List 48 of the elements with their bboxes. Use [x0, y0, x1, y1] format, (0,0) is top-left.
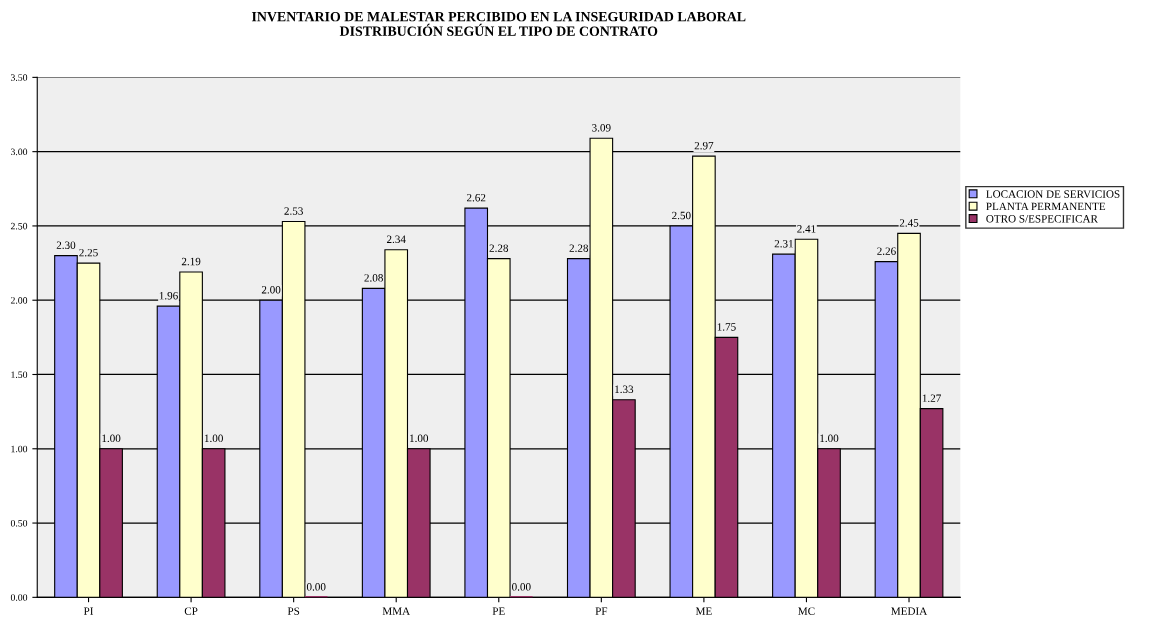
y-tick-label: 0.50: [10, 519, 28, 527]
x-tick-label: ME: [695, 607, 712, 615]
x-tick-label: MEDIA: [891, 607, 928, 615]
data-label: 1.96: [159, 291, 178, 300]
data-label: 2.08: [364, 274, 383, 282]
data-label: 0.00: [306, 583, 326, 591]
x-tick-label: PE: [492, 607, 505, 615]
data-label: 2.19: [181, 257, 201, 266]
data-label: 1.27: [922, 394, 941, 402]
data-label: 2.00: [261, 286, 281, 294]
x-tick-label: PI: [83, 607, 94, 615]
data-label: 1.00: [820, 434, 839, 443]
data-label: 1.00: [410, 434, 429, 443]
chart-title: INVENTARIO DE MALESTAR PERCIBIDO EN LA INSEGURIDAD LABORAL DISTRIBUCIÓN SEGÚN EL TIPO DE CONTRATO: [251, 11, 746, 36]
data-label: 2.34: [386, 235, 406, 244]
x-tick-label: MC: [798, 607, 815, 615]
data-label: 2.45: [899, 219, 919, 227]
data-label: 2.30: [56, 241, 76, 249]
data-label: 2.25: [79, 248, 98, 257]
data-label: 1.33: [615, 385, 634, 394]
data-label: 2.62: [466, 193, 486, 202]
y-tick-label: 2.50: [10, 222, 28, 230]
data-label: 2.31: [774, 239, 793, 248]
data-label: 0.00: [512, 583, 531, 591]
y-tick-label: 0.00: [10, 594, 28, 601]
y-tick-label: 2.00: [10, 297, 28, 304]
data-label: 1.00: [204, 434, 223, 443]
data-label: 2.28: [489, 244, 509, 252]
data-label: 2.53: [284, 207, 303, 215]
data-label: 2.50: [672, 211, 691, 220]
data-label: 2.41: [797, 225, 816, 233]
data-label: 1.00: [102, 434, 121, 443]
legend-label: OTRO S/ESPECIFICAR: [986, 215, 1098, 223]
y-tick-label: 1.00: [11, 445, 28, 453]
legend-label: PLANTA PERMANENTE: [986, 202, 1106, 211]
x-tick-label: PS: [287, 607, 300, 615]
y-tick-label: 3.00: [10, 148, 28, 156]
data-label: 3.09: [592, 124, 611, 132]
x-tick-label: MMA: [382, 607, 411, 615]
y-tick-label: 1.50: [11, 371, 28, 379]
x-tick-label: PF: [595, 607, 608, 615]
data-label: 2.97: [694, 141, 714, 150]
data-label: 1.75: [717, 323, 736, 331]
x-tick-label: CP: [184, 607, 198, 615]
data-label: 2.26: [877, 247, 896, 255]
y-tick-label: 3.50: [10, 74, 28, 81]
data-label: 2.28: [569, 244, 589, 252]
legend-label: LOCACION DE SERVICIOS: [986, 190, 1120, 198]
